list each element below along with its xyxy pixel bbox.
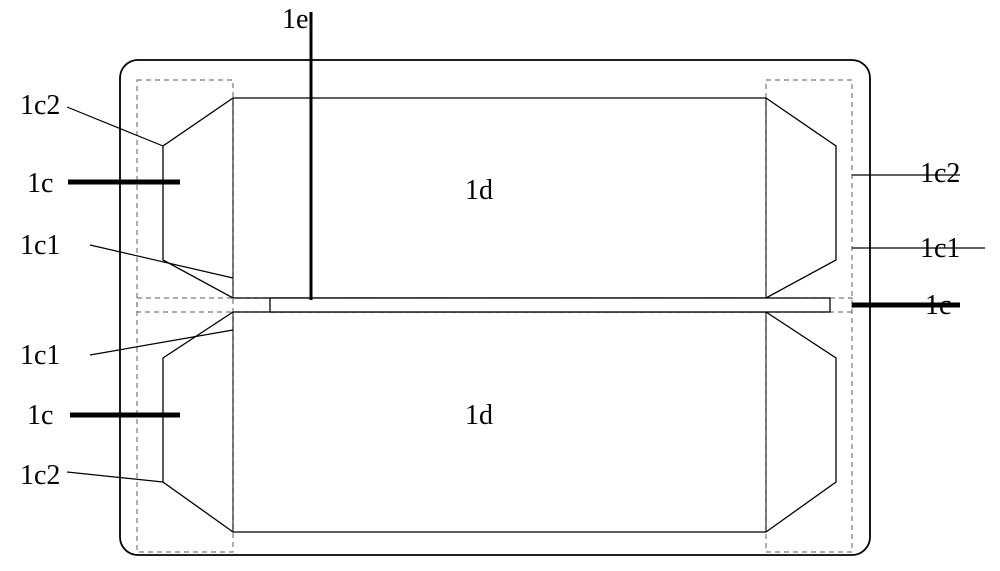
e-bar (270, 298, 830, 312)
leader-3 (90, 245, 233, 278)
label-left-1c1b-text: 1c1 (20, 340, 60, 371)
leader-1 (67, 107, 163, 146)
label-1e-text: 1e (282, 4, 308, 35)
label-1e: 1e (282, 4, 308, 36)
label-right-1c1-text: 1c1 (920, 233, 960, 264)
label-left-1c1b: 1c1 (20, 340, 60, 372)
label-left-1c-b-text: 1c (27, 400, 53, 431)
lower-chamber (163, 312, 836, 532)
label-right-1c-text: 1c (925, 290, 951, 321)
label-left-1c1a: 1c1 (20, 230, 60, 262)
label-left-1c2a: 1c2 (20, 90, 60, 122)
label-right-1c1: 1c1 (920, 233, 960, 265)
label-left-1c2b: 1c2 (20, 460, 60, 492)
label-right-1c2-text: 1c2 (920, 158, 960, 189)
leader-6 (67, 472, 163, 482)
label-left-1c-a-text: 1c (27, 168, 53, 199)
label-left-1c2b-text: 1c2 (20, 460, 60, 491)
label-1d-lower-text: 1d (465, 400, 493, 431)
label-1d-upper: 1d (465, 175, 493, 207)
label-left-1c2a-text: 1c2 (20, 90, 60, 121)
label-right-1c2: 1c2 (920, 158, 960, 190)
label-left-1c1a-text: 1c1 (20, 230, 60, 261)
label-1d-upper-text: 1d (465, 175, 493, 206)
label-1d-lower: 1d (465, 400, 493, 432)
label-left-1c-a: 1c (27, 168, 53, 200)
leader-4 (90, 330, 233, 355)
upper-chamber (163, 98, 836, 298)
label-left-1c-b: 1c (27, 400, 53, 432)
label-right-1c: 1c (925, 290, 951, 322)
dashed-side-rect-1 (766, 80, 852, 552)
